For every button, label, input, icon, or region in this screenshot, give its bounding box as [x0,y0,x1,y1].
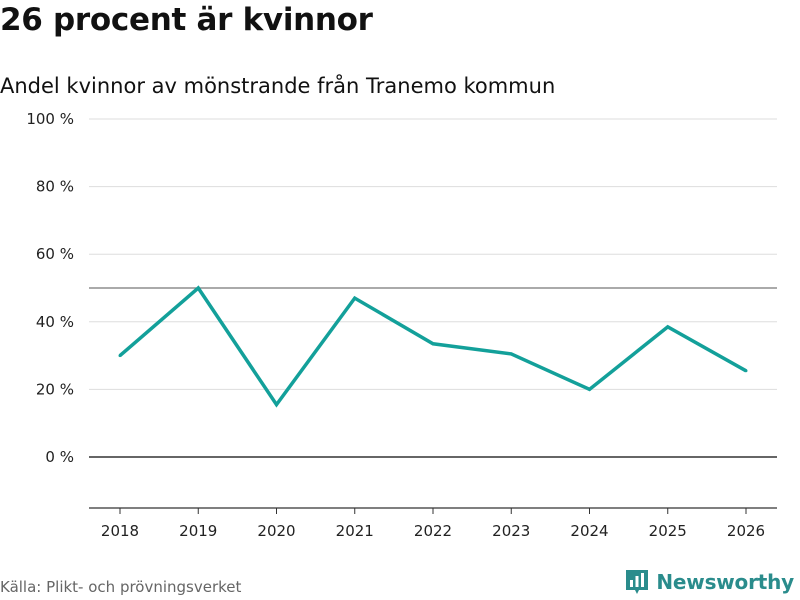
source-note: Källa: Plikt- och prövningsverket [0,578,242,596]
brand-name: Newsworthy [656,570,794,594]
data-point-2021 [353,296,357,300]
y-tick-label-60: 60 % [36,245,74,263]
x-tick-label-2023: 2023 [492,522,530,540]
x-axis: 2018 2019 2020 2021 2022 2023 2024 2025 2026 [89,507,777,540]
x-tick-label-2021: 2021 [336,522,374,540]
x-tick-label-2024: 2024 [570,522,608,540]
x-tick-label-2020: 2020 [257,522,295,540]
data-point-2023 [509,352,513,356]
y-axis-tick-labels: 0 % 20 % 40 % 60 % 80 % 100 % [26,110,74,466]
data-point-2024 [588,387,591,391]
brand-logo[interactable]: Newsworthy [624,568,794,596]
x-tick-label-2026: 2026 [727,522,765,540]
y-tick-label-80: 80 % [36,178,74,196]
data-point-2018 [118,354,122,358]
data-point-2022 [431,342,435,346]
y-tick-label-40: 40 % [36,313,74,331]
data-point-2025 [666,325,670,329]
y-tick-label-20: 20 % [36,380,74,398]
data-point-2026 [744,369,748,373]
bar-chart-logo-icon [626,570,649,594]
series-line-0 [118,285,747,408]
data-point-2019 [196,286,200,290]
y-tick-label-0: 0 % [45,448,74,466]
data-point-2020 [275,403,278,407]
x-tick-label-2019: 2019 [179,522,217,540]
x-tick-label-2018: 2018 [101,522,139,540]
x-tick-label-2025: 2025 [649,522,687,540]
x-tick-label-2022: 2022 [414,522,452,540]
chart-title: 26 procent är kvinnor [0,2,373,38]
y-tick-label-100: 100 % [26,110,74,128]
chart-subtitle: Andel kvinnor av mönstrande från Tranemo… [0,74,556,98]
grid-lines [89,118,777,458]
series-layer [118,285,748,408]
